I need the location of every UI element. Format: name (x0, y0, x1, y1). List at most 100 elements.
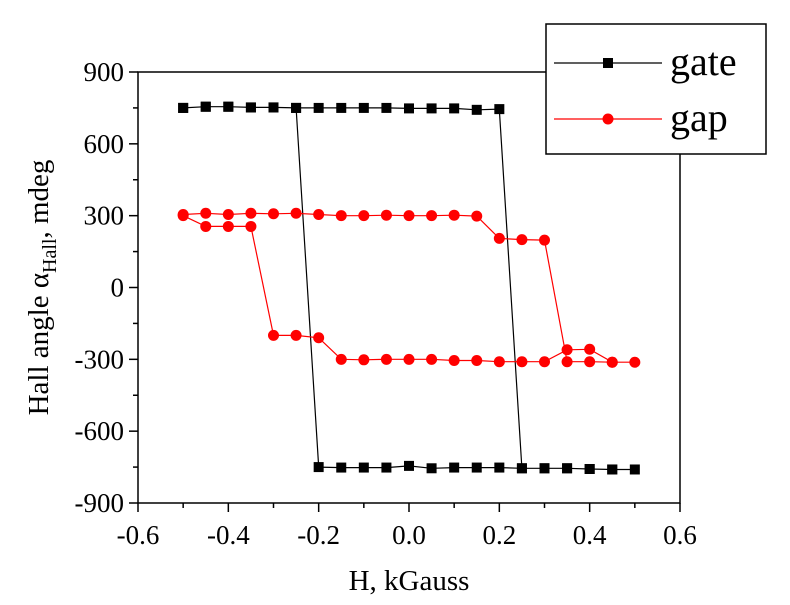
y-axis-title-subscript: Hall (39, 238, 61, 273)
data-point-gate (539, 463, 550, 474)
data-point-gate (471, 462, 482, 473)
data-point-gap (629, 356, 641, 368)
data-point-gap (177, 210, 189, 222)
data-point-gate (200, 101, 211, 112)
y-axis-title-tail: , mdeg (23, 160, 55, 239)
y-tick-label: 900 (84, 57, 125, 87)
data-point-gap (539, 234, 550, 246)
series-line-gap (182, 212, 635, 363)
y-tick-label: 0 (111, 273, 125, 303)
data-point-gap (380, 353, 392, 365)
y-tick-label: -900 (75, 488, 125, 518)
data-point-gap (584, 343, 596, 355)
x-tick-label: -0.6 (117, 520, 160, 550)
data-point-gap (539, 356, 550, 368)
data-point-gap (358, 210, 370, 222)
data-point-gate (291, 102, 302, 113)
data-point-gap (403, 210, 415, 222)
data-point-gate (358, 102, 369, 113)
x-tick-label: 0.4 (573, 520, 607, 550)
legend-marker-gate (603, 58, 613, 68)
data-point-gate (471, 104, 482, 115)
data-point-gate (494, 104, 505, 115)
legend-label-gate: gate (670, 39, 737, 84)
data-point-gap (448, 355, 460, 367)
data-point-gap (606, 356, 618, 368)
data-point-gate (426, 103, 437, 114)
data-point-gap (471, 210, 483, 222)
data-point-gap (493, 356, 505, 368)
legend-marker-gap (602, 113, 614, 125)
x-tick-label: 0.6 (663, 520, 697, 550)
data-point-gap (561, 356, 573, 368)
data-point-gate (404, 103, 414, 114)
data-point-gate (245, 102, 256, 113)
data-point-gap (200, 207, 212, 219)
data-point-gap (222, 208, 234, 220)
data-point-gap (313, 332, 325, 344)
data-point-gate (268, 102, 279, 113)
data-point-gate (494, 462, 505, 473)
data-point-gap (268, 208, 279, 220)
data-point-gate (562, 463, 573, 474)
y-tick-label: 300 (84, 201, 125, 231)
data-point-gap (516, 234, 528, 246)
axis-tick-labels: -0.6 -0.4 -0.2 0.0 0.2 0.4 0.6 -900 -600 -300 0 300… (75, 57, 697, 550)
data-point-gate (336, 462, 347, 473)
y-tick-label: -300 (75, 344, 125, 374)
data-point-gap (222, 220, 234, 232)
data-point-gap (380, 209, 392, 221)
data-point-gate (516, 463, 527, 474)
data-point-gate (178, 102, 189, 113)
data-point-gate (313, 102, 324, 113)
data-point-gap (426, 210, 438, 222)
data-point-gap (245, 220, 257, 232)
y-tick-label: -600 (75, 416, 125, 446)
x-tick-label: 0.2 (482, 520, 516, 550)
data-point-gap (335, 353, 347, 365)
data-point-gate (607, 464, 618, 475)
data-point-gap (561, 344, 573, 356)
data-point-gap (335, 210, 347, 222)
data-point-gate (336, 102, 347, 113)
x-tick-label: 0.0 (392, 520, 426, 550)
data-point-gap (584, 356, 596, 368)
data-point-gate (358, 462, 369, 473)
data-point-gate (449, 462, 460, 473)
legend-items: gate gap (554, 39, 737, 140)
data-point-gap (403, 353, 415, 365)
x-axis-title: H, kGauss (349, 565, 470, 597)
data-point-gap (516, 356, 528, 368)
data-point-gate (584, 463, 595, 474)
data-point-gate (223, 101, 234, 112)
data-point-gap (493, 232, 505, 244)
legend: gate gap (545, 23, 767, 155)
data-point-gap (290, 329, 302, 341)
data-point-gap (245, 207, 257, 219)
data-point-gate (313, 462, 324, 473)
y-axis-title: Hall angle αHall, mdeg (23, 160, 61, 416)
data-point-gap (290, 207, 302, 219)
data-point-gate (449, 103, 460, 114)
y-tick-label: 600 (84, 129, 125, 159)
series-markers (177, 101, 641, 475)
data-point-gate (629, 464, 640, 475)
data-point-gate (381, 102, 392, 113)
axis-ticks (129, 71, 681, 512)
y-axis-title-main: Hall angle α (23, 273, 55, 415)
x-tick-label: -0.4 (207, 520, 250, 550)
series-lines (182, 106, 635, 471)
series-line-gate (183, 106, 635, 471)
data-point-gap (358, 354, 370, 366)
data-point-gate (381, 462, 392, 473)
x-tick-label: -0.2 (297, 520, 340, 550)
data-point-gap (448, 209, 460, 221)
legend-box (545, 23, 767, 155)
data-point-gap (471, 355, 483, 367)
legend-label-gap: gap (670, 95, 728, 140)
data-point-gap (313, 208, 325, 220)
data-point-gate (426, 463, 437, 474)
data-point-gap (200, 220, 212, 232)
data-point-gap (426, 353, 438, 365)
